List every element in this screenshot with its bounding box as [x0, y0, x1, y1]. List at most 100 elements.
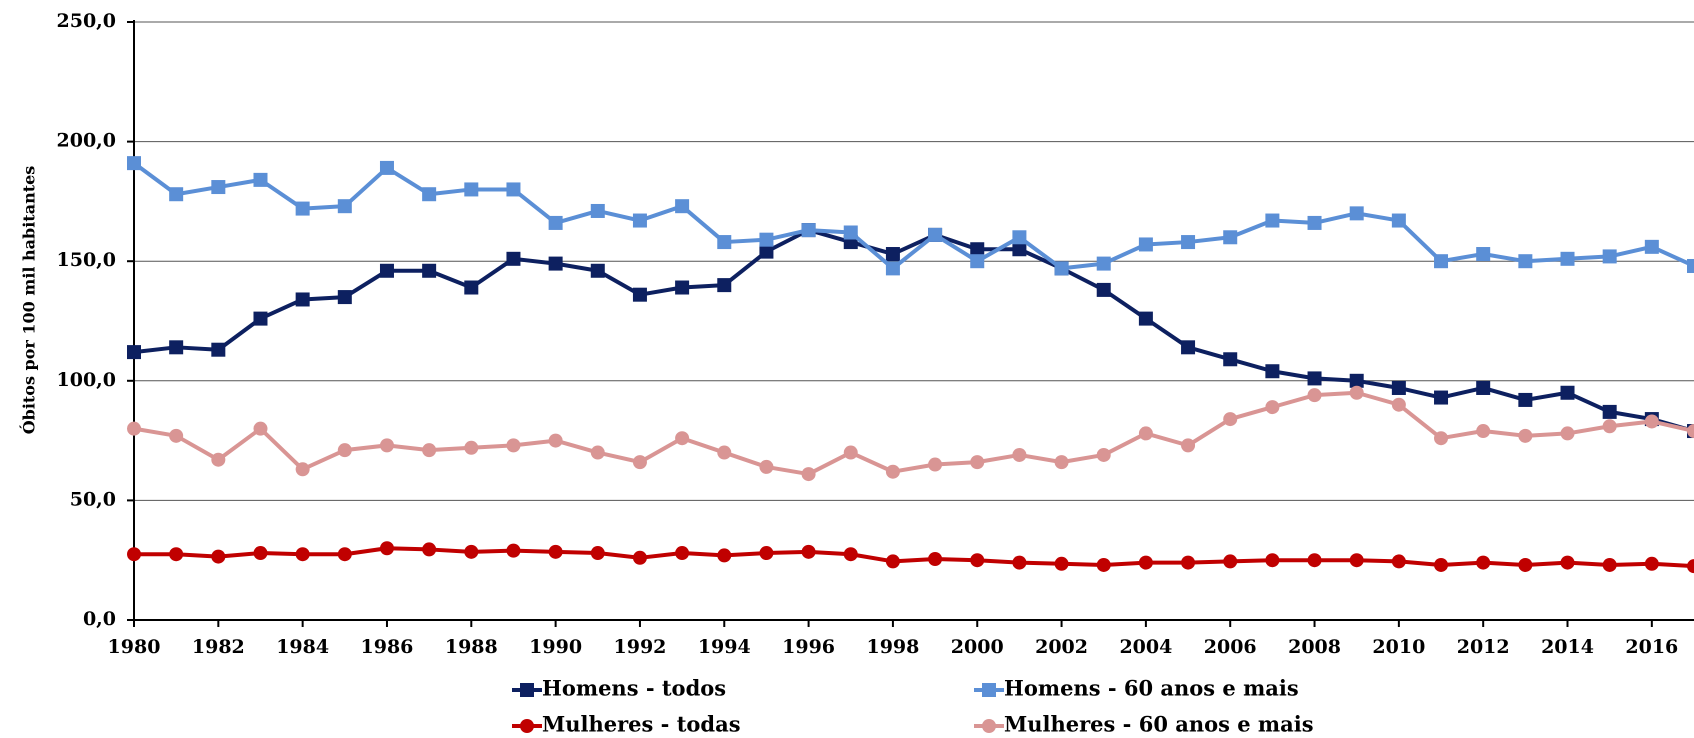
data-point [169, 428, 184, 443]
data-point [1181, 555, 1196, 570]
data-point [1687, 424, 1694, 439]
data-point [1307, 553, 1322, 568]
data-point [1138, 311, 1153, 326]
data-point [1518, 392, 1533, 407]
data-point [1181, 438, 1196, 453]
data-point [1687, 258, 1694, 273]
data-point [717, 235, 732, 250]
data-point [211, 452, 226, 467]
data-point [1476, 247, 1491, 262]
data-point [1096, 256, 1111, 271]
data-point [379, 263, 394, 278]
data-point [1560, 426, 1575, 441]
data-point [464, 544, 479, 559]
data-point [675, 546, 690, 561]
data-point [759, 546, 774, 561]
data-point [928, 227, 943, 242]
data-point [1096, 557, 1111, 572]
data-point [379, 160, 394, 175]
data-point [127, 345, 141, 360]
data-point [675, 199, 690, 214]
data-point [548, 544, 563, 559]
data-point [717, 445, 732, 460]
data-point [632, 287, 647, 302]
data-point [590, 445, 605, 460]
data-point [1434, 390, 1449, 405]
data-point [1518, 254, 1533, 269]
legend-marker [982, 683, 996, 697]
x-tick-label: 1988 [445, 636, 498, 658]
data-point [1265, 213, 1280, 228]
data-point [1644, 556, 1659, 571]
legend-marker [520, 719, 534, 733]
data-point [885, 261, 900, 276]
y-tick-label: 250,0 [57, 10, 117, 32]
data-point [337, 199, 352, 214]
data-point [253, 311, 268, 326]
x-tick-label: 1998 [866, 636, 919, 658]
series-line [133, 228, 1694, 433]
data-point [1518, 428, 1533, 443]
data-point [590, 263, 605, 278]
data-point [759, 232, 774, 247]
data-point [590, 546, 605, 561]
data-point [1560, 555, 1575, 570]
x-tick-label: 1982 [192, 636, 245, 658]
data-point [127, 156, 141, 171]
x-tick-label: 2008 [1288, 636, 1341, 658]
x-tick-label: 2006 [1204, 636, 1257, 658]
x-tick-label: 1984 [276, 636, 329, 658]
x-tick-label: 1986 [361, 636, 414, 658]
data-point [253, 172, 268, 187]
data-point [1518, 557, 1533, 572]
data-point [295, 547, 310, 562]
data-point [1560, 385, 1575, 400]
data-point [885, 554, 900, 569]
data-point [1349, 206, 1364, 221]
x-tick-label: 2002 [1035, 636, 1088, 658]
data-point [464, 440, 479, 455]
legend-marker [520, 683, 534, 697]
x-tick-label: 2000 [951, 636, 1004, 658]
data-point [548, 433, 563, 448]
data-point [1307, 388, 1322, 403]
data-point [127, 421, 141, 436]
data-point [422, 542, 437, 557]
data-point [295, 462, 310, 477]
x-tick-label: 2016 [1625, 636, 1678, 658]
data-point [337, 290, 352, 305]
data-point [1181, 340, 1196, 355]
data-point [1602, 557, 1617, 572]
data-point [1349, 373, 1364, 388]
data-point [169, 187, 184, 202]
data-point [337, 443, 352, 458]
data-point [1602, 404, 1617, 419]
data-point [1307, 371, 1322, 386]
data-point [1434, 431, 1449, 446]
y-tick-label: 0,0 [83, 608, 116, 630]
data-point [211, 549, 226, 564]
data-point [1012, 242, 1027, 257]
data-point [928, 552, 943, 567]
y-tick-label: 200,0 [57, 130, 117, 152]
data-point [422, 443, 437, 458]
data-point [379, 541, 394, 556]
data-point [1434, 557, 1449, 572]
data-point [1054, 261, 1069, 276]
data-point [1476, 555, 1491, 570]
data-point [253, 421, 268, 436]
data-point [843, 225, 858, 240]
x-tick-label: 2012 [1457, 636, 1510, 658]
data-point [253, 546, 268, 561]
x-tick-label: 1994 [698, 636, 751, 658]
data-point [632, 213, 647, 228]
data-point [506, 438, 521, 453]
data-point [717, 548, 732, 563]
data-point [1096, 447, 1111, 462]
data-point [1054, 455, 1069, 470]
data-point [801, 223, 816, 238]
data-point [1349, 385, 1364, 400]
data-point [422, 263, 437, 278]
data-point [1265, 364, 1280, 379]
